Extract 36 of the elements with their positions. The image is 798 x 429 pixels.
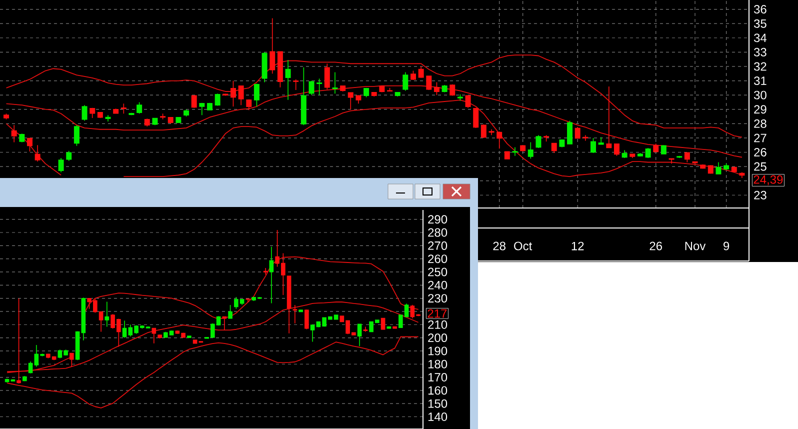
y-tick-label: 150: [428, 399, 448, 408]
y-tick-label: 32: [754, 62, 766, 71]
y-tick-label: 180: [428, 360, 448, 368]
x-tick-label: 12: [572, 242, 584, 250]
y-tick-label: 33: [754, 48, 766, 56]
y-tick-label: 170: [428, 373, 448, 382]
y-tick-label: 34: [754, 34, 767, 42]
y-tick-label: 27: [754, 134, 766, 142]
y-tick-label: 29: [754, 105, 766, 114]
y-tick-label: 290: [428, 215, 448, 224]
text: 24,39: [754, 175, 783, 186]
text: 217: [428, 309, 447, 318]
y-tick-label: 140: [428, 412, 448, 421]
y-tick-label: 270: [428, 241, 448, 250]
y-tick-label: 210: [428, 320, 448, 329]
y-tick-label: 240: [428, 280, 448, 290]
x-tick-label: Nov: [685, 242, 706, 250]
x-tick-label: 26: [650, 242, 662, 250]
y-tick-label: 260: [428, 254, 448, 264]
y-tick-label: 190: [428, 346, 448, 356]
x-tick-label: 28: [493, 242, 506, 250]
y-tick-label: 26: [754, 148, 766, 156]
y-tick-label: 23: [754, 190, 766, 200]
x-tick-label: Oct: [514, 242, 532, 250]
y-tick-label: 250: [428, 268, 448, 276]
y-tick-label: 280: [428, 228, 448, 237]
y-tick-label: 36: [754, 5, 766, 14]
x-tick-label: 9: [724, 242, 730, 250]
y-tick-label: 31: [754, 76, 766, 86]
y-tick-label: 160: [428, 386, 448, 395]
y-tick-label: 30: [754, 90, 766, 100]
y-tick-label: 25: [754, 162, 766, 171]
y-tick-label: 35: [754, 19, 766, 28]
y-tick-label: 28: [754, 119, 766, 128]
y-tick-label: 230: [428, 294, 448, 303]
y-tick-label: 200: [428, 334, 448, 342]
